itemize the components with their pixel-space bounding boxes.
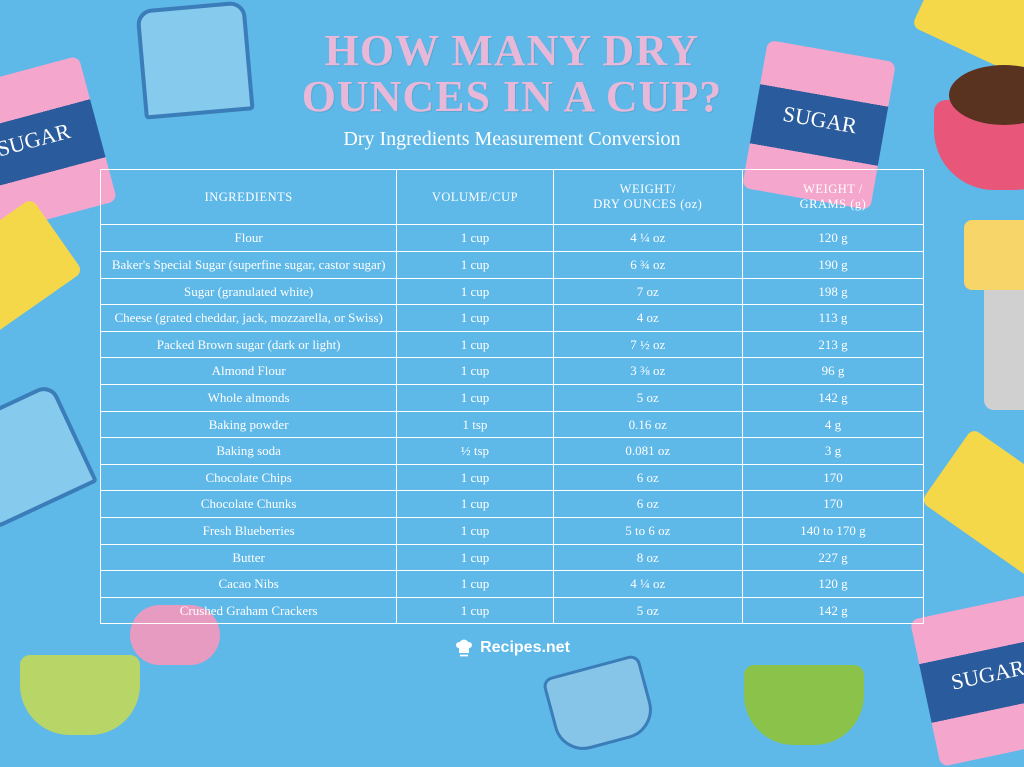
table-cell: Baking soda: [101, 438, 397, 465]
col-ingredients: INGREDIENTS: [101, 170, 397, 225]
table-row: Whole almonds1 cup5 oz142 g: [101, 384, 924, 411]
table-row: Chocolate Chips1 cup6 oz170: [101, 464, 924, 491]
table-cell: 6 ¾ oz: [553, 251, 742, 278]
table-cell: 190 g: [742, 251, 923, 278]
table-cell: 170: [742, 464, 923, 491]
page-subtitle: Dry Ingredients Measurement Conversion: [343, 128, 680, 151]
table-cell: 1 cup: [397, 491, 553, 518]
table-cell: 1 cup: [397, 517, 553, 544]
table-cell: Flour: [101, 225, 397, 252]
table-cell: 4 ¼ oz: [553, 225, 742, 252]
table-cell: ½ tsp: [397, 438, 553, 465]
table-cell: 1 cup: [397, 464, 553, 491]
table-cell: Chocolate Chunks: [101, 491, 397, 518]
footer-brand: Recipes.net: [454, 638, 570, 658]
table-cell: 1 cup: [397, 384, 553, 411]
table-cell: 6 oz: [553, 464, 742, 491]
title-line-2: OUNCES IN A CUP?: [302, 74, 723, 120]
table-cell: Butter: [101, 544, 397, 571]
table-cell: 198 g: [742, 278, 923, 305]
table-cell: 142 g: [742, 384, 923, 411]
table-cell: 8 oz: [553, 544, 742, 571]
table-row: Chocolate Chunks1 cup6 oz170: [101, 491, 924, 518]
table-row: Fresh Blueberries1 cup5 to 6 oz140 to 17…: [101, 517, 924, 544]
table-cell: Packed Brown sugar (dark or light): [101, 331, 397, 358]
table-cell: Crushed Graham Crackers: [101, 597, 397, 624]
table-row: Baking soda½ tsp0.081 oz3 g: [101, 438, 924, 465]
col-grams: WEIGHT /GRAMS (g): [742, 170, 923, 225]
table-cell: 1 cup: [397, 597, 553, 624]
table-row: Crushed Graham Crackers1 cup5 oz142 g: [101, 597, 924, 624]
table-cell: 0.081 oz: [553, 438, 742, 465]
table-row: Sugar (granulated white)1 cup7 oz198 g: [101, 278, 924, 305]
table-row: Almond Flour1 cup3 ⅜ oz96 g: [101, 358, 924, 385]
table-cell: 7 oz: [553, 278, 742, 305]
table-cell: 1 cup: [397, 571, 553, 598]
table-cell: 4 ¼ oz: [553, 571, 742, 598]
table-cell: 0.16 oz: [553, 411, 742, 438]
table-cell: Sugar (granulated white): [101, 278, 397, 305]
table-cell: Fresh Blueberries: [101, 517, 397, 544]
table-cell: 6 oz: [553, 491, 742, 518]
table-cell: 1 cup: [397, 544, 553, 571]
table-cell: Almond Flour: [101, 358, 397, 385]
table-cell: 1 tsp: [397, 411, 553, 438]
table-cell: Baking powder: [101, 411, 397, 438]
table-cell: 1 cup: [397, 225, 553, 252]
table-cell: 1 cup: [397, 251, 553, 278]
table-cell: 1 cup: [397, 358, 553, 385]
table-cell: Cheese (grated cheddar, jack, mozzarella…: [101, 305, 397, 332]
col-ounces: WEIGHT/DRY OUNCES (oz): [553, 170, 742, 225]
table-row: Packed Brown sugar (dark or light)1 cup7…: [101, 331, 924, 358]
table-row: Cheese (grated cheddar, jack, mozzarella…: [101, 305, 924, 332]
table-cell: 5 oz: [553, 597, 742, 624]
footer-brand-text: Recipes.net: [480, 639, 570, 657]
table-cell: 1 cup: [397, 331, 553, 358]
table-row: Cacao Nibs1 cup4 ¼ oz120 g: [101, 571, 924, 598]
table-cell: 3 g: [742, 438, 923, 465]
table-cell: 3 ⅜ oz: [553, 358, 742, 385]
table-cell: 4 g: [742, 411, 923, 438]
table-cell: 120 g: [742, 225, 923, 252]
col-volume: VOLUME/CUP: [397, 170, 553, 225]
table-row: Flour1 cup4 ¼ oz120 g: [101, 225, 924, 252]
table-cell: 227 g: [742, 544, 923, 571]
table-cell: 120 g: [742, 571, 923, 598]
title-line-1: HOW MANY DRY: [302, 28, 723, 74]
table-cell: 1 cup: [397, 305, 553, 332]
table-cell: 96 g: [742, 358, 923, 385]
table-cell: 213 g: [742, 331, 923, 358]
table-cell: 5 to 6 oz: [553, 517, 742, 544]
table-cell: 170: [742, 491, 923, 518]
table-cell: 5 oz: [553, 384, 742, 411]
table-cell: Whole almonds: [101, 384, 397, 411]
conversion-table-container: INGREDIENTS VOLUME/CUP WEIGHT/DRY OUNCES…: [100, 169, 924, 624]
table-row: Baker's Special Sugar (superfine sugar, …: [101, 251, 924, 278]
table-cell: 140 to 170 g: [742, 517, 923, 544]
table-cell: 1 cup: [397, 278, 553, 305]
table-cell: 142 g: [742, 597, 923, 624]
page-title: HOW MANY DRY OUNCES IN A CUP?: [302, 28, 723, 120]
table-cell: 4 oz: [553, 305, 742, 332]
conversion-table: INGREDIENTS VOLUME/CUP WEIGHT/DRY OUNCES…: [100, 169, 924, 624]
table-cell: Baker's Special Sugar (superfine sugar, …: [101, 251, 397, 278]
table-cell: Chocolate Chips: [101, 464, 397, 491]
table-row: Butter1 cup8 oz227 g: [101, 544, 924, 571]
table-cell: Cacao Nibs: [101, 571, 397, 598]
table-cell: 113 g: [742, 305, 923, 332]
table-row: Baking powder1 tsp0.16 oz4 g: [101, 411, 924, 438]
table-header-row: INGREDIENTS VOLUME/CUP WEIGHT/DRY OUNCES…: [101, 170, 924, 225]
table-cell: 7 ½ oz: [553, 331, 742, 358]
chef-hat-icon: [454, 638, 474, 658]
